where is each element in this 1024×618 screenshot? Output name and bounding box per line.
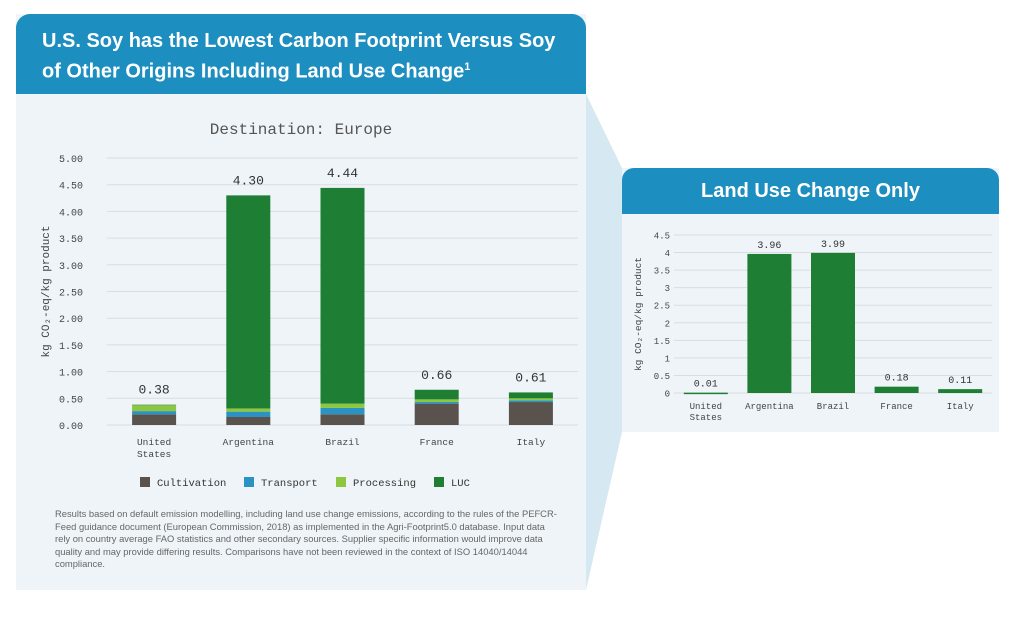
footnote: Results based on default emission modell… xyxy=(55,508,557,570)
main-y-tick-label: 1.00 xyxy=(59,369,83,380)
main-x-tick-label: Italy xyxy=(517,437,546,448)
side-title: Land Use Change Only xyxy=(701,180,920,202)
main-total-label: 4.30 xyxy=(233,173,264,188)
side-y-tick-label: 3 xyxy=(665,284,670,294)
main-bar-luc xyxy=(414,389,459,400)
legend-label-cultivation: Cultivation xyxy=(157,478,226,490)
side-y-tick-label: 2 xyxy=(665,319,670,329)
main-y-tick-label: 3.50 xyxy=(59,235,83,246)
main-bar-cultivation xyxy=(132,414,177,425)
side-value-label: 3.99 xyxy=(821,240,845,251)
main-x-tick-label: United States xyxy=(137,437,171,460)
legend-label-transport: Transport xyxy=(261,478,318,490)
legend-swatch-processing xyxy=(336,477,346,487)
main-bar-cultivation xyxy=(320,414,365,425)
main-total-label: 0.38 xyxy=(138,383,169,398)
side-chart: kg CO₂-eq/kg product 0 0.5 1 1.5 2 2.5 3 3.5 4 4.5… xyxy=(633,232,992,423)
main-bar-transport xyxy=(508,400,553,403)
main-bar-luc xyxy=(320,187,365,404)
side-y-tick-label: 3.5 xyxy=(654,267,670,277)
side-value-label: 0.18 xyxy=(885,374,909,385)
side-bar xyxy=(811,252,855,393)
side-x-tick-label: France xyxy=(880,402,912,412)
main-bar-luc xyxy=(132,404,177,406)
main-y-tick-label: 4.00 xyxy=(59,208,83,219)
side-bar xyxy=(747,253,792,393)
main-y-tick-label: 2.00 xyxy=(59,315,83,326)
side-value-label: 3.96 xyxy=(757,241,781,252)
main-bar-transport xyxy=(226,411,271,417)
main-total-label: 4.44 xyxy=(327,166,358,181)
main-bar-transport xyxy=(320,407,365,415)
side-value-label: 0.01 xyxy=(694,380,718,391)
main-x-tick-label: Brazil xyxy=(325,437,360,448)
side-y-tick-label: 2.5 xyxy=(654,302,670,312)
main-bar-cultivation xyxy=(414,403,459,425)
main-y-tick-label: 2.50 xyxy=(59,289,83,300)
side-y-axis-label: kg CO₂-eq/kg product xyxy=(633,257,644,371)
side-x-tick-label: Brazil xyxy=(817,402,849,412)
main-bar-processing xyxy=(132,405,177,412)
side-bar xyxy=(683,392,728,395)
main-bar-processing xyxy=(320,403,365,408)
main-y-tick-label: 1.50 xyxy=(59,342,83,353)
side-y-tick-label: 0.5 xyxy=(654,372,670,382)
main-bar-cultivation xyxy=(226,416,271,425)
main-header: U.S. Soy has the Lowest Carbon Footprint… xyxy=(16,14,586,94)
side-value-label: 0.11 xyxy=(948,376,972,387)
main-y-tick-label: 3.00 xyxy=(59,262,83,273)
main-bar-processing xyxy=(508,398,553,401)
side-y-tick-label: 1 xyxy=(665,354,670,364)
legend-swatch-transport xyxy=(244,477,254,487)
main-y-tick-label: 5.00 xyxy=(59,155,83,166)
side-y-tick-label: 0 xyxy=(665,390,670,400)
main-chart-panel xyxy=(16,14,586,590)
side-y-tick-label: 1.5 xyxy=(654,337,670,347)
side-x-tick-label: Italy xyxy=(947,402,975,412)
legend-swatch-cultivation xyxy=(140,477,150,487)
main-title-footnote-marker: 1 xyxy=(464,61,471,73)
main-x-tick-label: France xyxy=(420,437,455,448)
main-chart-title: Destination: Europe xyxy=(210,121,392,139)
main-y-tick-label: 0.00 xyxy=(59,422,83,433)
main-bar-cultivation xyxy=(508,402,553,425)
main-y-tick-label: 4.50 xyxy=(59,182,83,193)
side-header: Land Use Change Only xyxy=(622,168,999,214)
main-total-label: 0.61 xyxy=(515,370,546,385)
main-bar-transport xyxy=(132,411,177,415)
legend-label-luc: LUC xyxy=(451,478,470,490)
legend-swatch-luc xyxy=(434,477,444,487)
main-y-axis-label: kg CO₂-eq/kg product xyxy=(41,225,53,357)
side-bar xyxy=(938,389,983,393)
side-x-tick-label: United States xyxy=(690,402,722,423)
main-bar-transport xyxy=(414,402,459,404)
main-total-label: 0.66 xyxy=(421,368,452,383)
main-bar-luc xyxy=(508,392,553,399)
side-x-tick-label: Argentina xyxy=(745,402,794,412)
main-title: U.S. Soy has the Lowest Carbon Footprint… xyxy=(42,30,556,83)
main-bar-processing xyxy=(414,399,459,403)
main-x-tick-label: Argentina xyxy=(223,437,275,448)
legend-label-processing: Processing xyxy=(353,478,416,490)
main-bar-luc xyxy=(226,195,271,409)
main-chart: Destination: Europe kg CO₂-eq/kg product 0… xyxy=(41,121,578,490)
side-y-tick-label: 4.5 xyxy=(654,232,670,242)
main-y-tick-label: 0.50 xyxy=(59,395,83,406)
side-y-tick-label: 4 xyxy=(665,249,670,259)
side-bar xyxy=(874,386,919,393)
main-bar-processing xyxy=(226,408,271,412)
